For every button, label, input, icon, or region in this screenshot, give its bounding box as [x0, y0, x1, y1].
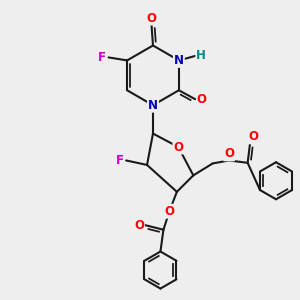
Text: H: H	[196, 50, 206, 62]
Text: O: O	[134, 219, 144, 232]
Text: F: F	[116, 154, 124, 167]
Text: N: N	[174, 54, 184, 67]
Text: O: O	[248, 130, 258, 143]
Text: O: O	[146, 11, 157, 25]
Text: O: O	[164, 205, 174, 218]
Text: F: F	[98, 51, 106, 64]
Text: O: O	[224, 147, 234, 161]
Text: N: N	[148, 99, 158, 112]
Text: O: O	[197, 93, 207, 106]
Text: O: O	[173, 140, 183, 154]
